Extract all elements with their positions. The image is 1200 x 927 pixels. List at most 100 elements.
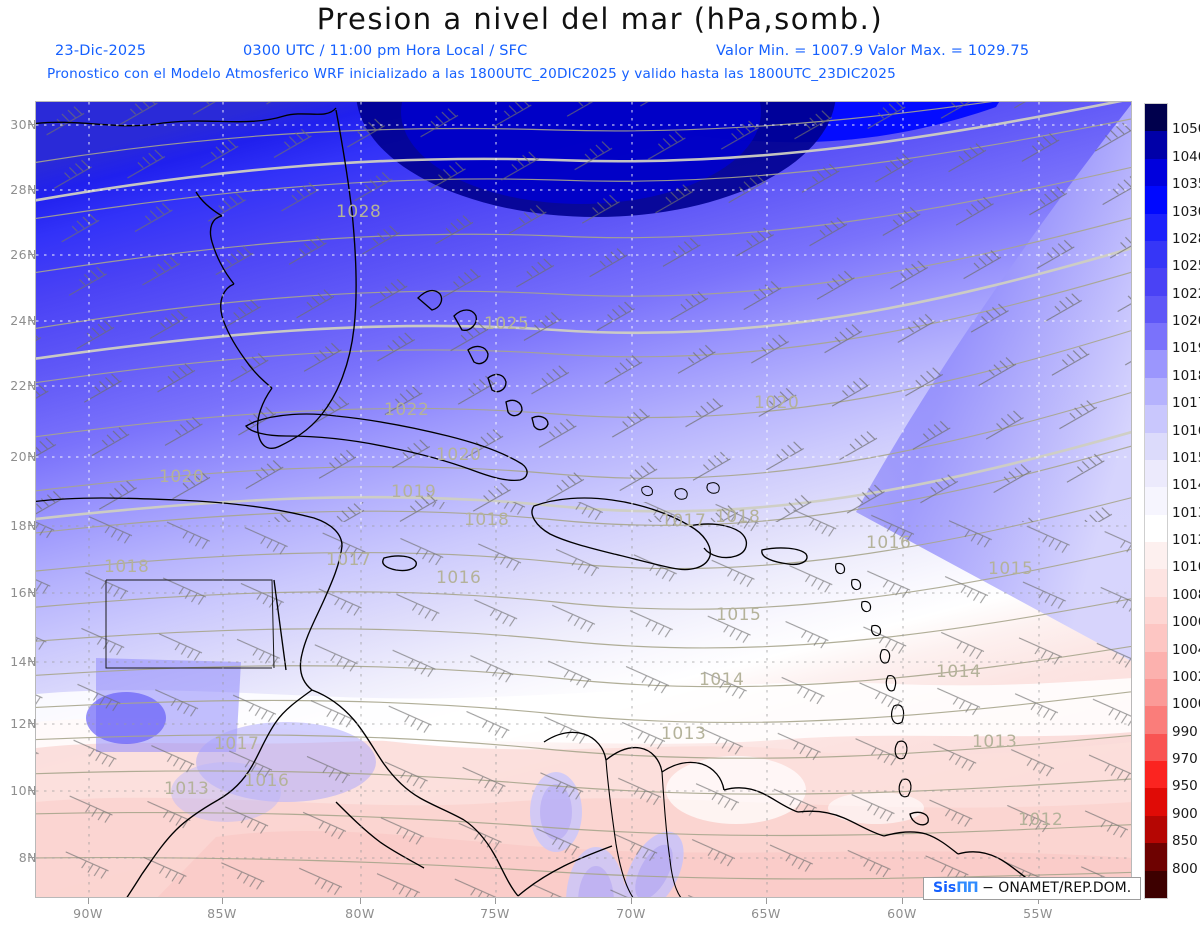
lat-tick-mark — [28, 385, 34, 386]
map-panel[interactable]: 1028 1025 1022 1020 1020 1020 1019 1018 1018 1018… — [35, 101, 1132, 898]
isobar-value-label: 1018 — [464, 510, 509, 530]
colorbar-swatch — [1145, 870, 1167, 898]
lon-tick-label: 65W — [751, 906, 781, 921]
lon-tick-mark — [495, 898, 496, 904]
colorbar-swatch — [1145, 624, 1167, 652]
lat-tick-label: 18N — [10, 518, 37, 533]
isobar-value-label: 1013 — [661, 724, 706, 744]
isobar-value-label: 1019 — [391, 482, 436, 502]
colorbar-swatch — [1145, 596, 1167, 625]
lat-tick-mark — [28, 124, 34, 125]
colorbar-tick-label: 1016 — [1172, 422, 1200, 439]
forecast-date: 23-Dic-2025 — [55, 43, 147, 59]
lat-tick-mark — [28, 456, 34, 457]
colorbar-swatch — [1145, 350, 1167, 378]
colorbar-tick-label: 1020 — [1172, 313, 1200, 330]
isobar-value-label: 1022 — [384, 400, 429, 420]
colorbar-swatch — [1145, 213, 1167, 241]
colorbar-labels: 1050 1040 1035 1030 1028 1025 1022 1020 1019 1018… — [1172, 103, 1200, 899]
isobar-value-label: 1028 — [336, 202, 381, 222]
lat-tick-mark — [28, 254, 34, 255]
colorbar-tick-label: 1025 — [1172, 258, 1200, 275]
lon-tick-label: 85W — [207, 906, 237, 921]
lat-tick-label: 20N — [10, 449, 37, 464]
colorbar-tick-label: 800 — [1172, 860, 1198, 877]
isobar-value-label: 1014 — [936, 662, 981, 682]
colorbar-tick-label: 1022 — [1172, 285, 1200, 302]
colorbar-tick-label: 900 — [1172, 805, 1198, 822]
isobar-value-label: 1013 — [164, 779, 209, 799]
wind-barbs-south — [36, 502, 1131, 897]
lat-tick-label: 28N — [10, 182, 37, 197]
colorbar-swatch — [1145, 843, 1167, 871]
colorbar-swatch — [1145, 651, 1167, 679]
colorbar-tick-label: 1018 — [1172, 367, 1200, 384]
isobar-value-label: 1017 — [326, 550, 371, 570]
lat-tick-mark — [28, 790, 34, 791]
lat-tick-mark — [28, 525, 34, 526]
colorbar-swatch — [1145, 459, 1167, 488]
colorbar-swatch — [1145, 158, 1167, 187]
forecast-time: 0300 UTC / 11:00 pm Hora Local / SFC — [243, 43, 528, 59]
brand-symbol: ΠΠ — [956, 880, 978, 896]
colorbar-tick-label: 1000 — [1172, 696, 1200, 713]
colorbar-swatch — [1145, 377, 1167, 406]
colorbar-tick-label: 1050 — [1172, 121, 1200, 138]
colorbar-swatch — [1145, 295, 1167, 323]
attribution-watermark: SisΠΠ − ONAMET/REP.DOM. — [923, 877, 1142, 900]
lon-tick-mark — [222, 898, 223, 904]
lon-tick-label: 70W — [616, 906, 646, 921]
colorbar-tick-label: 1015 — [1172, 449, 1200, 466]
lon-tick-mark — [766, 898, 767, 904]
lat-tick-label: 22N — [10, 378, 37, 393]
colorbar-swatch — [1145, 487, 1167, 515]
isobar-value-label: 1012 — [1018, 810, 1063, 830]
lat-tick-mark — [28, 723, 34, 724]
isobar-value-label: 1018 — [104, 557, 149, 577]
colorbar-swatch — [1145, 678, 1167, 707]
lon-tick-label: 90W — [73, 906, 103, 921]
colorbar-swatch — [1145, 569, 1167, 597]
colorbar-tick-label: 1012 — [1172, 532, 1200, 549]
lat-tick-label: 8N — [18, 850, 37, 865]
colorbar-swatch — [1145, 186, 1167, 214]
graticule-south — [36, 522, 1131, 897]
colorbar-swatch — [1145, 733, 1167, 761]
model-description: Pronostico con el Modelo Atmosferico WRF… — [47, 66, 896, 82]
colorbar[interactable] — [1144, 103, 1168, 899]
colorbar-swatch — [1145, 323, 1167, 351]
isobar-value-label: 1016 — [244, 771, 289, 791]
lat-tick-label: 26N — [10, 247, 37, 262]
isobar-value-label: 1020 — [436, 445, 481, 465]
lat-tick-mark — [28, 320, 34, 321]
lon-tick-label: 55W — [1023, 906, 1053, 921]
colorbar-tick-label: 850 — [1172, 833, 1198, 850]
colorbar-tick-label: 1030 — [1172, 203, 1200, 220]
lat-tick-label: 12N — [10, 716, 37, 731]
colorbar-swatch — [1145, 432, 1167, 460]
colorbar-tick-label: 1014 — [1172, 477, 1200, 494]
lat-tick-mark — [28, 661, 34, 662]
isobar-value-label: 1015 — [988, 559, 1033, 579]
org-text: − ONAMET/REP.DOM. — [982, 880, 1132, 896]
isobar-value-label: 1017 — [661, 511, 706, 531]
colorbar-tick-label: 1035 — [1172, 176, 1200, 193]
isobar-value-label: 1016 — [436, 568, 481, 588]
lon-tick-mark — [360, 898, 361, 904]
graticule-north — [36, 102, 1131, 532]
lon-tick-mark — [902, 898, 903, 904]
colorbar-tick-label: 1040 — [1172, 148, 1200, 165]
colorbar-swatch — [1145, 542, 1167, 570]
isobar-value-label: 1015 — [716, 605, 761, 625]
isobar-value-label: 1020 — [159, 467, 204, 487]
colorbar-swatch — [1145, 131, 1167, 159]
colorbar-swatch — [1145, 761, 1167, 789]
isobar-value-label: 1013 — [972, 732, 1017, 752]
colorbar-tick-label: 990 — [1172, 723, 1198, 740]
lat-tick-mark — [28, 857, 34, 858]
colorbar-swatch — [1145, 240, 1167, 269]
colorbar-swatch — [1145, 104, 1167, 132]
lon-tick-label: 80W — [345, 906, 375, 921]
